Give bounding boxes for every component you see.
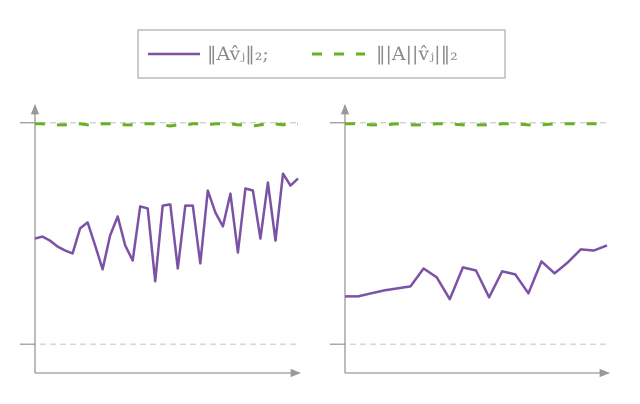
series-line	[345, 244, 608, 301]
series-line	[34, 172, 299, 283]
legend: ‖Av̂ⱼ‖₂; ‖|A||v̂ⱼ|‖₂	[137, 29, 506, 79]
series-line	[35, 122, 298, 128]
series-line	[345, 122, 607, 127]
legend-label: ‖Av̂ⱼ‖₂;	[207, 43, 269, 65]
legend-label: ‖|A||v̂ⱼ|‖₂	[376, 43, 458, 65]
